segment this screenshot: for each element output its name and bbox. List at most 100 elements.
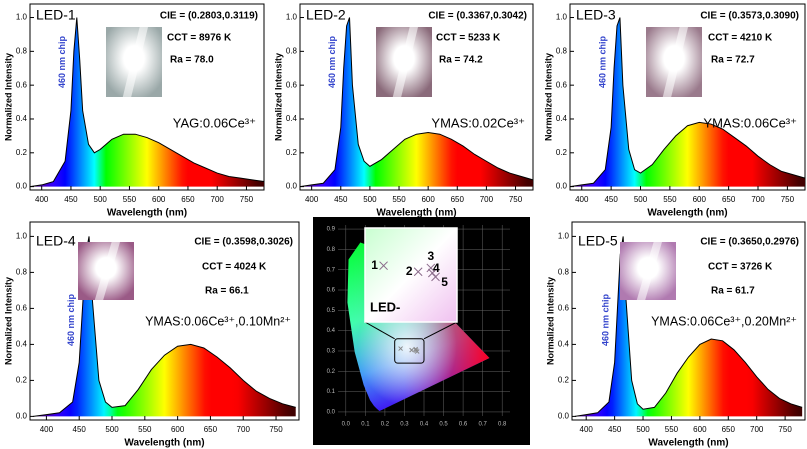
y-axis-label: Normalized Intensity — [3, 53, 13, 141]
y-tick-label: 1.0 — [16, 232, 28, 241]
x-axis-label: Wavelength (nm) — [648, 438, 728, 449]
y-tick-label: 0.6 — [286, 80, 298, 89]
y-tick-label: 0.2 — [16, 376, 28, 385]
x-tick-label: 0.2 — [381, 422, 390, 428]
y-tick-label: 1.0 — [286, 13, 298, 22]
x-tick-label: 750 — [781, 195, 795, 204]
x-tick-label: 0.4 — [420, 422, 429, 428]
x-tick-label: 600 — [421, 195, 435, 204]
y-tick-label: 0.4 — [556, 114, 568, 123]
ra-label: Ra = 66.1 — [205, 286, 249, 297]
y-axis-label: Normalized Intensity — [543, 53, 553, 141]
point-label: 2 — [406, 264, 413, 278]
inset-label: LED- — [370, 299, 400, 314]
point-label: 3 — [427, 249, 434, 263]
x-tick-label: 500 — [105, 425, 119, 434]
cct-label: CCT = 3726 K — [708, 262, 773, 273]
y-tick-label: 1.0 — [556, 13, 568, 22]
x-tick-label: 650 — [722, 195, 736, 204]
panel-title: LED-5 — [578, 233, 618, 249]
x-tick-label: 550 — [392, 195, 406, 204]
panel-title: LED-1 — [36, 7, 76, 23]
point-label: 1 — [371, 258, 378, 272]
y-tick-label: 0.2 — [558, 376, 570, 385]
x-tick-label: 450 — [73, 425, 87, 434]
cie-label: CIE = (0.3367,0.3042) — [428, 11, 527, 22]
x-tick-label: 650 — [204, 425, 218, 434]
y-tick-label: 0.6 — [558, 304, 570, 313]
y-tick-label: 1.0 — [16, 13, 28, 22]
x-tick-label: 400 — [305, 195, 319, 204]
chip-label: 460 nm chip — [327, 35, 337, 88]
y-tick-label: 0.0 — [16, 412, 28, 421]
y-axis-label: Normalized Intensity — [273, 53, 283, 141]
ra-label: Ra = 78.0 — [170, 55, 214, 66]
phosphor-label: YMAS:0.06Ce³⁺,0.10Mn²⁺ — [145, 314, 291, 328]
x-tick-label: 0.6 — [459, 422, 468, 428]
x-axis-label: Wavelength (nm) — [376, 208, 456, 219]
x-axis-label: Wavelength (nm) — [124, 438, 204, 449]
x-tick-label: 650 — [722, 425, 736, 434]
inset-point — [426, 263, 436, 273]
y-tick-label: 0.4 — [327, 328, 336, 334]
photo-glare — [94, 242, 120, 300]
y-tick-label: 0.0 — [327, 410, 336, 416]
y-tick-label: 0.0 — [558, 412, 570, 421]
y-axis-label: Normalized Intensity — [3, 277, 13, 365]
photo-glare — [392, 27, 418, 97]
cie-label: CIE = (0.3598,0.3026) — [194, 237, 293, 248]
inset-point — [431, 272, 440, 282]
x-tick-label: 550 — [138, 425, 152, 434]
x-tick-label: 700 — [237, 425, 251, 434]
inset-point — [413, 267, 423, 277]
cie-point — [413, 346, 419, 352]
x-tick-label: 600 — [171, 425, 185, 434]
zoom-connector — [364, 321, 395, 340]
y-tick-label: 0.6 — [16, 304, 28, 313]
x-tick-label: 700 — [211, 195, 225, 204]
x-tick-label: 0.1 — [361, 422, 370, 428]
y-tick-label: 0.2 — [16, 148, 28, 157]
ra-label: Ra = 61.7 — [711, 286, 755, 297]
x-tick-label: 700 — [751, 195, 765, 204]
y-tick-label: 0.4 — [16, 114, 28, 123]
y-tick-label: 0.8 — [558, 268, 570, 277]
y-tick-label: 0.2 — [327, 369, 336, 375]
chip-label: 460 nm chip — [57, 35, 67, 88]
y-tick-label: 0.0 — [16, 182, 28, 191]
x-tick-label: 550 — [123, 195, 137, 204]
x-tick-label: 500 — [94, 195, 108, 204]
phosphor-label: YMAS:0.06Ce³⁺,0.20Mn²⁺ — [651, 314, 797, 328]
y-tick-label: 0.1 — [327, 389, 336, 395]
spectrum-area — [574, 236, 803, 417]
cct-label: CCT = 8976 K — [167, 33, 232, 44]
x-tick-label: 450 — [64, 195, 78, 204]
chip-label: 460 nm chip — [66, 293, 76, 346]
x-axis-label: Wavelength (nm) — [647, 208, 727, 219]
cie-point — [414, 349, 420, 354]
phosphor-label: YMAS:0.06Ce³⁺ — [703, 115, 797, 130]
y-tick-label: 0.0 — [286, 182, 298, 191]
x-tick-label: 650 — [451, 195, 465, 204]
cie-point — [398, 346, 403, 351]
chip-label: 460 nm chip — [597, 35, 607, 88]
cct-label: CCT = 4210 K — [708, 33, 773, 44]
y-tick-label: 0.4 — [558, 340, 570, 349]
spectrum-line — [569, 17, 806, 188]
x-tick-label: 600 — [152, 195, 166, 204]
y-tick-label: 0.3 — [327, 349, 336, 355]
y-tick-label: 0.7 — [327, 267, 336, 273]
x-tick-label: 500 — [363, 195, 377, 204]
y-tick-label: 0.2 — [286, 148, 298, 157]
y-tick-label: 0.6 — [327, 288, 336, 294]
x-tick-label: 600 — [693, 195, 707, 204]
y-tick-label: 0.4 — [16, 340, 28, 349]
cct-label: CCT = 4024 K — [202, 262, 267, 273]
x-tick-label: 700 — [750, 425, 764, 434]
y-tick-label: 0.4 — [286, 114, 298, 123]
inset-point — [427, 268, 437, 278]
x-tick-label: 700 — [480, 195, 494, 204]
panel-title: LED-3 — [576, 7, 616, 23]
inset-point — [379, 261, 388, 271]
x-tick-label: 600 — [693, 425, 707, 434]
